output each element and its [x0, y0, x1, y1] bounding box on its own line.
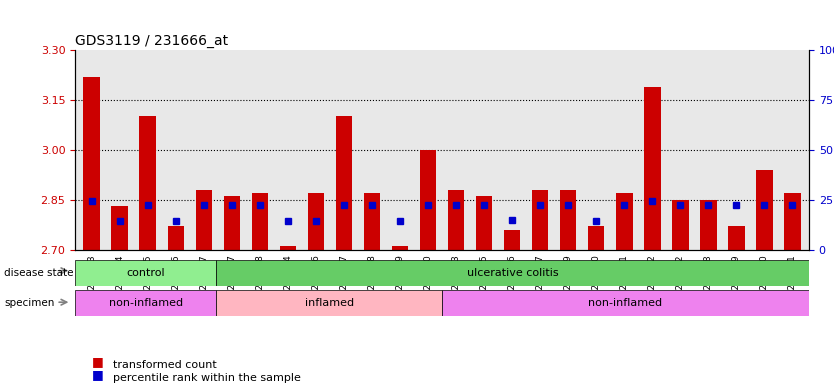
FancyBboxPatch shape [75, 290, 216, 316]
Bar [139, 116, 156, 250]
Bar [308, 193, 324, 250]
Text: ■: ■ [92, 355, 103, 368]
Bar [224, 196, 240, 250]
Text: non-inflamed: non-inflamed [589, 298, 662, 308]
Bar [252, 193, 269, 250]
Bar [784, 193, 801, 250]
Bar [560, 190, 576, 250]
Text: non-inflamed: non-inflamed [108, 298, 183, 308]
Bar [615, 193, 632, 250]
FancyBboxPatch shape [75, 260, 216, 286]
FancyBboxPatch shape [442, 290, 809, 316]
Bar [392, 246, 409, 250]
Bar [531, 190, 549, 250]
Text: percentile rank within the sample: percentile rank within the sample [113, 373, 300, 383]
FancyBboxPatch shape [216, 260, 809, 286]
Bar [112, 206, 128, 250]
FancyBboxPatch shape [216, 290, 442, 316]
Text: ■: ■ [92, 368, 103, 381]
Bar [448, 190, 465, 250]
Bar [644, 86, 661, 250]
Text: GDS3119 / 231666_at: GDS3119 / 231666_at [75, 33, 229, 48]
Bar [588, 226, 605, 250]
Bar [195, 190, 213, 250]
Text: control: control [126, 268, 165, 278]
Bar [83, 76, 100, 250]
Text: specimen: specimen [4, 298, 54, 308]
Text: disease state: disease state [4, 268, 73, 278]
Bar [671, 200, 689, 250]
Bar [364, 193, 380, 250]
Bar [335, 116, 353, 250]
Bar [168, 226, 184, 250]
Text: inflamed: inflamed [304, 298, 354, 308]
Bar [756, 170, 772, 250]
Bar [700, 200, 716, 250]
Bar [420, 150, 436, 250]
Bar [475, 196, 492, 250]
Text: ulcerative colitis: ulcerative colitis [467, 268, 559, 278]
Text: transformed count: transformed count [113, 360, 216, 370]
Bar [504, 230, 520, 250]
Bar [728, 226, 745, 250]
Bar [279, 246, 296, 250]
